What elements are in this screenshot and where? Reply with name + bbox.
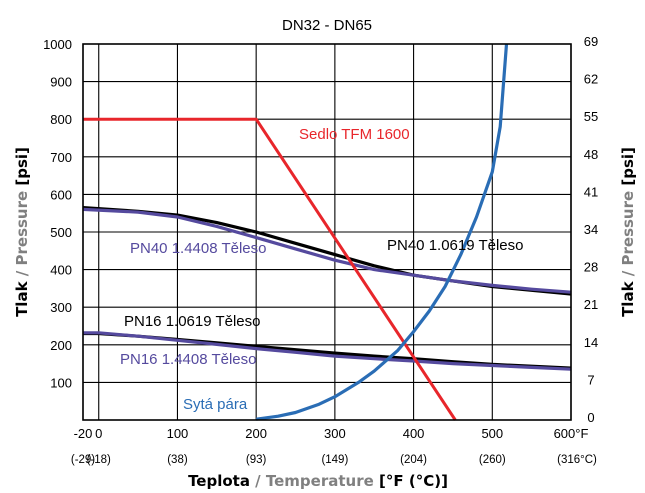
x-sub-tick-label: (316°C) <box>557 454 597 466</box>
series-label-pn16-14408: PN16 1.4408 Těleso <box>120 351 257 368</box>
series-line-2 <box>82 207 572 294</box>
plot-frame <box>82 43 572 421</box>
y-right-tick-label: 48 <box>584 147 598 162</box>
series-label-pn40-10619: PN40 1.0619 Těleso <box>387 237 524 254</box>
y-right-tick-label: 21 <box>584 297 598 312</box>
x-tick-label: 600°F <box>554 426 589 441</box>
y-right-tick-label: 69 <box>584 34 598 49</box>
y-axis-left-title: Tlak / Pressure [psi] <box>13 147 31 317</box>
y-right-tick-label: 41 <box>584 184 598 199</box>
x-tick-label: -20 <box>74 426 93 441</box>
series-line-5 <box>255 43 509 421</box>
series-label-pn40-14408: PN40 1.4408 Těleso <box>130 240 267 257</box>
y-right-tick-label: 62 <box>584 72 598 87</box>
x-tick-label: 500 <box>481 426 503 441</box>
series-line-4 <box>83 331 572 371</box>
series-label-syta-para: Sytá pára <box>183 396 248 413</box>
y-axis-right-title: Tlak / Pressure [psi] <box>619 147 637 317</box>
y-left-tick-label: 1000 <box>43 37 72 52</box>
chart-title: DN32 - DN65 <box>282 17 372 34</box>
y-right-tick-label: 55 <box>584 109 598 124</box>
y-right-tick-label: 7 <box>587 372 594 387</box>
x-tick-label: 0 <box>95 426 102 441</box>
x-axis-title: Teplota / Temperature [°F (°C)] <box>188 472 448 490</box>
x-tick-label: 400 <box>403 426 425 441</box>
x-sub-tick-label: (204) <box>400 454 427 466</box>
y-left-tick-label: 500 <box>50 225 72 240</box>
y-right-tick-label: 14 <box>584 335 598 350</box>
y-left-tick-label: 300 <box>50 300 72 315</box>
x-sub-tick-label: (-29) <box>71 454 95 466</box>
y-left-tick-label: 900 <box>50 75 72 90</box>
x-sub-tick-label: (149) <box>321 454 348 466</box>
y-left-tick-label: 200 <box>50 338 72 353</box>
x-sub-tick-label: (38) <box>167 454 188 466</box>
series-lines <box>82 43 572 421</box>
x-tick-label: 300 <box>324 426 346 441</box>
y-left-tick-label: 700 <box>50 150 72 165</box>
x-sub-tick-label: (260) <box>479 454 506 466</box>
y-right-tick-label: 0 <box>587 410 594 425</box>
y-right-tick-label: 34 <box>584 222 598 237</box>
y-left-tick-label: 400 <box>50 263 72 278</box>
y-right-tick-label: 28 <box>584 260 598 275</box>
y-left-tick-label: 800 <box>50 112 72 127</box>
axis-labels: -20 0 100 200 300 400 500 600°F(-29)(-18) (38) (9… <box>43 34 598 466</box>
x-sub-tick-label: (-18) <box>87 454 111 466</box>
x-sub-tick-label: (93) <box>246 454 267 466</box>
series-label-sedlo: Sedlo TFM 1600 <box>299 126 410 143</box>
x-unit-label: °F <box>575 426 588 441</box>
y-left-tick-label: 100 <box>50 375 72 390</box>
series-line-0 <box>83 117 457 421</box>
x-tick-label: 100 <box>167 426 189 441</box>
x-tick-label: 200 <box>245 426 267 441</box>
series-label-pn16-10619: PN16 1.0619 Těleso <box>124 313 261 330</box>
y-left-tick-label: 600 <box>50 187 72 202</box>
